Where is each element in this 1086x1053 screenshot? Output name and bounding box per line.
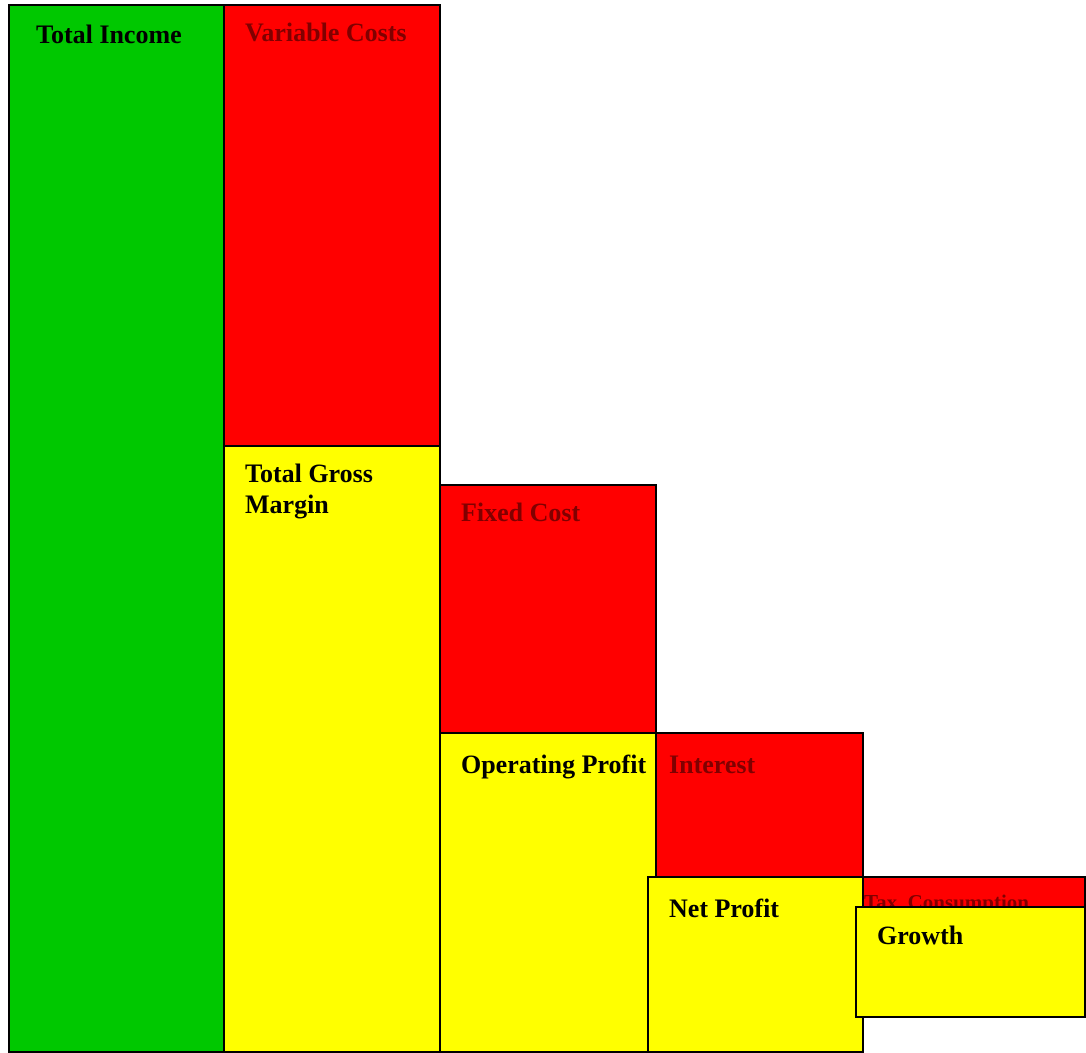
operating-profit-block: Operating Profit — [439, 732, 657, 1053]
variable-costs-label: Variable Costs — [245, 18, 407, 47]
growth-block: Growth — [855, 906, 1086, 1018]
total-income-label: Total Income — [36, 20, 182, 49]
fixed-cost-block: Fixed Cost — [439, 484, 657, 734]
growth-label: Growth — [877, 921, 964, 950]
net-profit-block: Net Profit — [647, 876, 864, 1053]
interest-block: Interest — [655, 732, 864, 880]
net-profit-label: Net Profit — [669, 894, 779, 923]
total-gross-margin-block: Total Gross Margin — [223, 445, 441, 1053]
fixed-cost-label: Fixed Cost — [461, 498, 581, 527]
interest-label: Interest — [669, 750, 756, 779]
total-gross-margin-label: Total Gross Margin — [245, 459, 373, 519]
variable-costs-block: Variable Costs — [223, 4, 441, 447]
operating-profit-label: Operating Profit — [461, 750, 647, 779]
total-income-block: Total Income — [8, 4, 225, 1053]
